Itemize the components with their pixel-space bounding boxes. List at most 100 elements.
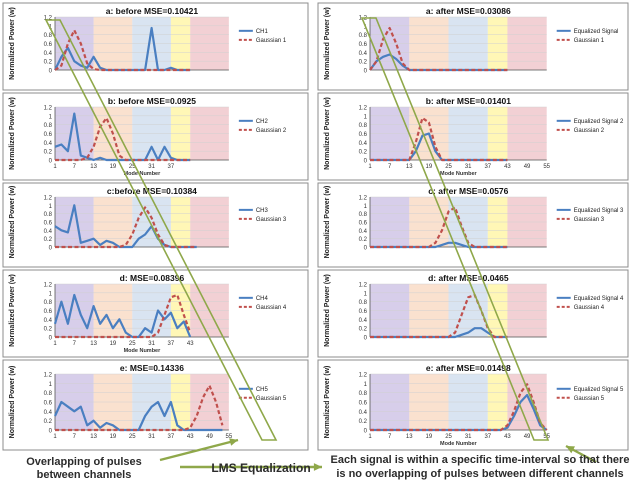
legend-label: Gaussian 2 bbox=[256, 128, 287, 134]
x-tick-label: 37 bbox=[484, 434, 491, 440]
chart-title: a: before MSE=0.10421 bbox=[106, 6, 199, 16]
y-tick-label: 0.6 bbox=[359, 309, 368, 315]
legend-label: Gaussian 1 bbox=[574, 38, 605, 44]
y-tick-label: 0.2 bbox=[359, 150, 368, 156]
chart-panel-8: 0 0.2 0.4 0.6 0.8 1 1.2 Normalized Power (w) c: … bbox=[317, 182, 629, 268]
x-tick-label: 43 bbox=[187, 341, 194, 347]
chart-title: e: MSE=0.14336 bbox=[120, 363, 184, 373]
x-tick-label: 25 bbox=[129, 434, 136, 440]
y-tick-label: 0 bbox=[364, 159, 368, 165]
x-tick-label: 13 bbox=[90, 341, 97, 347]
series-line-signal bbox=[54, 112, 191, 162]
series-line-gaussian bbox=[55, 293, 192, 339]
x-tick-label: 7 bbox=[73, 434, 77, 440]
x-tick-label: 7 bbox=[73, 341, 77, 347]
y-tick-label: 0.2 bbox=[359, 327, 368, 333]
legend-label: CH3 bbox=[256, 208, 269, 214]
legend-label: Equalized Signal 3 bbox=[574, 208, 624, 214]
x-tick-label: 7 bbox=[73, 164, 77, 170]
x-axis-label: Mode Number bbox=[440, 441, 478, 447]
chart-title: e: after MSE=0.01498 bbox=[426, 363, 511, 373]
y-tick-label: 0.8 bbox=[359, 33, 368, 39]
x-axis-label: Mode Number bbox=[124, 348, 162, 354]
x-tick-label: 37 bbox=[168, 434, 175, 440]
legend-label: Equalized Signal 2 bbox=[574, 119, 624, 125]
chart-panel-7: 0 0.2 0.4 0.6 0.8 1 1.2 1 7 13 19 25 31 37 43 49 55 Mode … bbox=[317, 92, 629, 181]
x-tick-label: 19 bbox=[426, 164, 433, 170]
x-tick-label: 7 bbox=[388, 164, 392, 170]
y-tick-label: 0 bbox=[364, 429, 368, 435]
caption-lms-equalization: LMS Equalization bbox=[211, 461, 311, 475]
y-tick-label: 0.2 bbox=[359, 237, 368, 243]
legend-label: Gaussian 2 bbox=[574, 128, 605, 134]
y-tick-label: 1.2 bbox=[44, 283, 53, 289]
series-line-gaussian bbox=[55, 384, 224, 432]
x-tick-label: 1 bbox=[368, 164, 372, 170]
x-tick-label: 25 bbox=[129, 341, 136, 347]
y-tick-label: 0.8 bbox=[359, 212, 368, 218]
arrow-shaft bbox=[159, 438, 239, 462]
y-tick-label: 1 bbox=[49, 291, 53, 297]
x-tick-label: 1 bbox=[53, 164, 57, 170]
x-tick-label: 1 bbox=[368, 434, 372, 440]
x-tick-label: 31 bbox=[148, 341, 155, 347]
y-tick-label: 0.6 bbox=[359, 221, 368, 227]
chart-panel-10: 00.20.40.60.811.21 7 13 19 25 31 37 43 49 55Mode … bbox=[317, 359, 629, 451]
y-tick-label: 1.2 bbox=[44, 16, 53, 22]
y-tick-label: 1 bbox=[364, 114, 368, 120]
y-tick-label: 1.2 bbox=[44, 196, 53, 202]
y-tick-label: 1 bbox=[49, 114, 53, 120]
y-tick-label: 1 bbox=[49, 204, 53, 210]
y-tick-label: 1.2 bbox=[359, 196, 368, 202]
chart-panel-3: 0 0.2 0.4 0.6 0.8 1 1.2 Normalized Power (w) c:b… bbox=[2, 182, 309, 268]
x-tick-label: 55 bbox=[543, 164, 550, 170]
legend-label: CH4 bbox=[256, 296, 269, 302]
x-tick-label: 43 bbox=[187, 434, 194, 440]
y-tick-label: 0.2 bbox=[359, 419, 368, 425]
chart-title: b: before MSE=0.0925 bbox=[108, 96, 196, 106]
y-tick-label: 0 bbox=[49, 159, 53, 165]
x-tick-label: 43 bbox=[504, 164, 511, 170]
x-tick-label: 1 bbox=[53, 341, 57, 347]
arrow-lms bbox=[180, 463, 322, 471]
legend-label: Equalized Signal 4 bbox=[574, 296, 624, 302]
y-axis-label: Normalized Power (w) bbox=[324, 366, 331, 439]
y-axis-label: Normalized Power (w) bbox=[324, 97, 331, 170]
y-axis-label: Normalized Power (w) bbox=[9, 274, 16, 347]
y-tick-label: 1.2 bbox=[44, 106, 53, 112]
series-line-signal bbox=[53, 293, 192, 339]
y-axis-label: Normalized Power (w) bbox=[324, 274, 331, 347]
y-tick-label: 0.4 bbox=[44, 229, 53, 235]
y-tick-label: 0.8 bbox=[44, 212, 53, 218]
series-line-gaussian bbox=[369, 26, 508, 72]
overlay-band-left bbox=[44, 19, 278, 441]
x-tick-label: 7 bbox=[388, 434, 392, 440]
y-axis-label: Normalized Power (w) bbox=[9, 97, 16, 170]
y-tick-label: 0.6 bbox=[44, 221, 53, 227]
series-line-gaussian bbox=[370, 383, 548, 432]
series-line-signal bbox=[53, 400, 223, 432]
y-tick-label: 0.6 bbox=[44, 132, 53, 138]
y-axis-label: Normalized Power (w) bbox=[9, 186, 16, 259]
chart-panel-2: 0 0.2 0.4 0.6 0.8 1 1.2 1 7 13 19 25 31 37 Mode Number… bbox=[2, 92, 309, 181]
legend-label: Equalized Signal bbox=[574, 29, 619, 35]
arrow-right-pointer bbox=[565, 444, 597, 464]
y-tick-label: 1 bbox=[364, 204, 368, 210]
y-tick-label: 0.2 bbox=[44, 150, 53, 156]
y-tick-label: 0 bbox=[49, 69, 53, 75]
x-tick-label: 19 bbox=[110, 341, 117, 347]
y-tick-label: 0.8 bbox=[44, 391, 53, 397]
y-tick-label: 1 bbox=[364, 291, 368, 297]
y-tick-label: 0.8 bbox=[44, 300, 53, 306]
y-tick-label: 0.8 bbox=[359, 123, 368, 129]
legend-label: CH5 bbox=[256, 387, 269, 393]
series-line-gaussian bbox=[55, 116, 191, 162]
x-tick-label: 13 bbox=[90, 434, 97, 440]
y-tick-label: 0.8 bbox=[359, 300, 368, 306]
y-tick-label: 1.2 bbox=[359, 373, 368, 379]
series-line-gaussian bbox=[55, 206, 197, 249]
y-tick-label: 0.6 bbox=[44, 401, 53, 407]
x-tick-label: 49 bbox=[524, 434, 531, 440]
